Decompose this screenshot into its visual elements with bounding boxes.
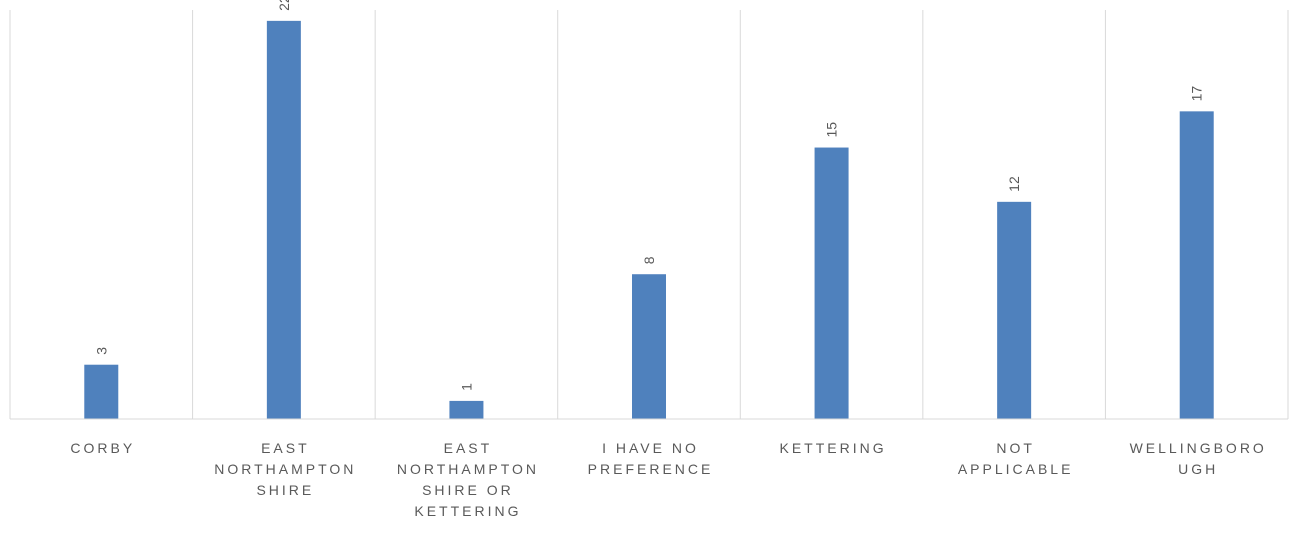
tick-label: KETTERING bbox=[780, 440, 887, 456]
data-label: 1 bbox=[458, 383, 474, 391]
tick-label: EAST NORTHAMPTON SHIRE bbox=[214, 440, 356, 498]
tick-label: CORBY bbox=[70, 440, 135, 456]
bar bbox=[814, 147, 849, 419]
data-label: 12 bbox=[1006, 176, 1022, 192]
bar bbox=[449, 400, 484, 419]
bars bbox=[84, 20, 1214, 420]
data-label: 22 bbox=[276, 0, 292, 11]
bar bbox=[84, 364, 119, 419]
data-label: 15 bbox=[824, 122, 840, 138]
tick-label: NOT APPLICABLE bbox=[958, 440, 1074, 477]
category-dividers bbox=[9, 10, 1289, 419]
bar bbox=[266, 20, 301, 420]
bar bbox=[632, 274, 666, 419]
bar bbox=[997, 201, 1032, 419]
tick-label: WELLINGBORO UGH bbox=[1130, 440, 1267, 477]
data-label: 17 bbox=[1189, 86, 1205, 102]
tick-label: I HAVE NO PREFERENCE bbox=[588, 440, 714, 477]
tick-label: EAST NORTHAMPTON SHIRE OR KETTERING bbox=[397, 440, 539, 519]
data-label: 8 bbox=[641, 256, 657, 264]
category-labels: CORBY EAST NORTHAMPTON SHIRE EAST NORTHAMPTON… bbox=[70, 440, 1267, 519]
data-label: 3 bbox=[93, 347, 109, 355]
bar bbox=[1179, 111, 1214, 420]
